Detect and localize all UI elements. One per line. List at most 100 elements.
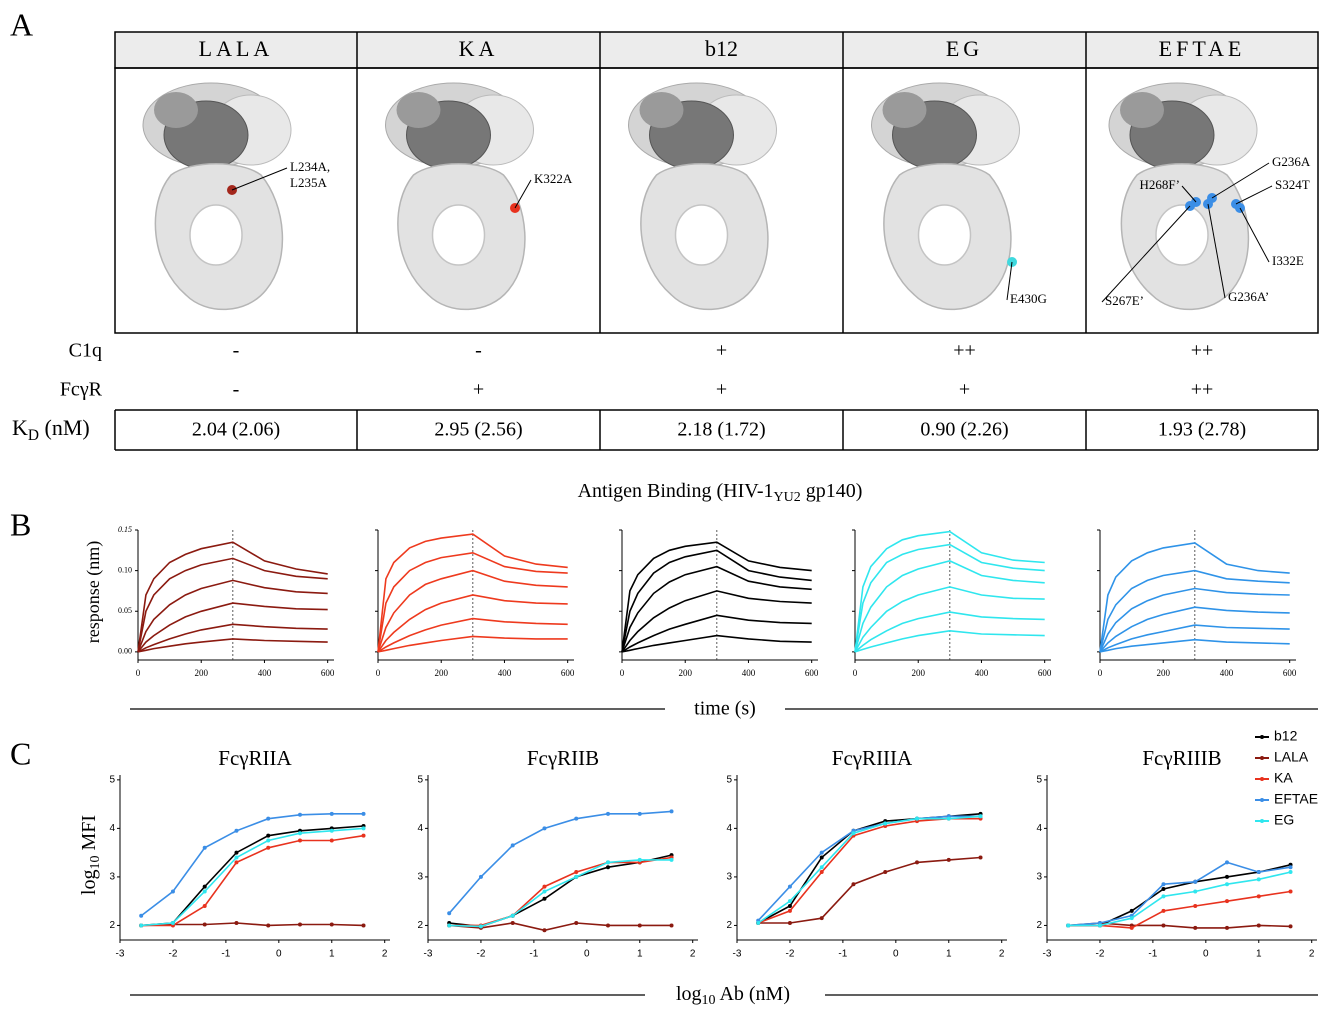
leader-line [1101,205,1191,303]
binding-curve [377,594,568,653]
data-point [574,874,579,879]
series-line [757,815,981,922]
data-point [266,845,271,850]
data-point [542,896,547,901]
data-point [606,860,610,865]
x-tick-label: 2 [382,949,388,960]
x-tick-label: 400 [1220,668,1234,678]
x-tick-label: -1 [221,949,230,960]
data-point [1129,925,1134,930]
x-axis-label-part: Ab (nM) [716,983,790,1005]
data-point [329,838,334,843]
x-tick-label: -1 [838,949,847,960]
data-point [170,921,175,926]
data-point [637,857,642,862]
x-tick-label: 1 [637,949,643,960]
x-tick-label: -3 [733,949,742,960]
kd-value: 2.18 (1.72) [677,419,765,441]
binding-curve [1099,638,1290,653]
table-image-row [114,67,1319,334]
data-point [574,921,579,926]
data-point [542,884,547,889]
legend-label: EFTAE [1274,791,1318,807]
data-point [542,928,547,933]
data-point [819,870,824,875]
data-point [1161,882,1166,887]
data-point [1256,870,1261,875]
legend-label: b12 [1274,728,1298,744]
x-tick-label: 600 [321,668,335,678]
x-tick-label: -3 [1043,949,1052,960]
leader-line [514,179,532,209]
data-point [637,811,642,816]
x-tick-label: 1 [946,949,952,960]
series-line [449,856,672,927]
x-tick-label: -3 [424,949,433,960]
y-tick-label: 3 [1036,872,1042,883]
row-value: + [716,379,727,401]
series-line [1068,861,1291,927]
data-point [1129,916,1134,921]
y-tick-label: 0.10 [118,565,132,574]
x-tick-label: 0 [376,668,381,678]
x-tick-label: -2 [1095,949,1104,960]
binding-curve [854,611,1045,653]
data-point [202,904,207,909]
series-line [448,810,672,914]
x-tick-label: 400 [742,668,756,678]
data-point [819,855,824,860]
data-point [510,913,515,918]
table-header-bg [114,31,1319,69]
legend-label: EG [1274,812,1294,828]
binding-curve [854,543,1045,653]
data-point [669,857,674,862]
kd-label-part: D [28,427,39,444]
panel-label: C [10,735,31,771]
y-tick-label: 5 [726,774,732,785]
column-header: EG [946,36,983,61]
panel-title-part: Antigen Binding (HIV-1 [578,480,774,502]
series-line [757,817,981,924]
x-tick-label: -1 [529,949,538,960]
x-tick-label: -2 [785,949,794,960]
x-tick-label: 0 [136,668,141,678]
data-point [298,831,302,836]
x-tick-label: 0 [276,949,282,960]
mutation-label: S324T [1275,177,1310,192]
row-value: - [233,340,240,362]
data-point [1256,877,1261,882]
y-tick-label: 3 [726,872,732,883]
binding-curve [1099,587,1290,653]
data-point [1256,894,1261,899]
y-tick-label: 3 [109,872,115,883]
binding-curve [377,551,568,653]
data-point [1225,860,1229,865]
y-tick-label: 4 [726,823,732,834]
binding-curve [1099,542,1290,653]
series-line [449,922,672,932]
leader-line [231,167,288,191]
data-point [202,922,207,927]
data-point [361,811,366,816]
mutation-label: G236A [1272,154,1311,169]
y-tick-label: 4 [1036,823,1042,834]
x-tick-label: 0 [620,668,625,678]
data-point [1288,924,1293,929]
x-tick-label: -2 [476,949,485,960]
binding-curve [854,629,1045,653]
data-point [669,923,674,928]
binding-curve [377,635,568,653]
data-point [606,923,610,928]
protein-structure [384,82,535,311]
binding-curve [854,586,1045,653]
data-point [1256,923,1261,928]
y-tick-label: 5 [417,774,423,785]
binding-curve [621,634,812,653]
data-point [234,850,239,855]
leader-line [1235,185,1273,205]
x-tick-label: 400 [975,668,989,678]
x-tick-label: 400 [498,668,512,678]
y-tick-label: 0.05 [118,606,132,615]
mutation-label: E430G [1010,291,1047,306]
legend-swatch-dot [1260,756,1264,760]
